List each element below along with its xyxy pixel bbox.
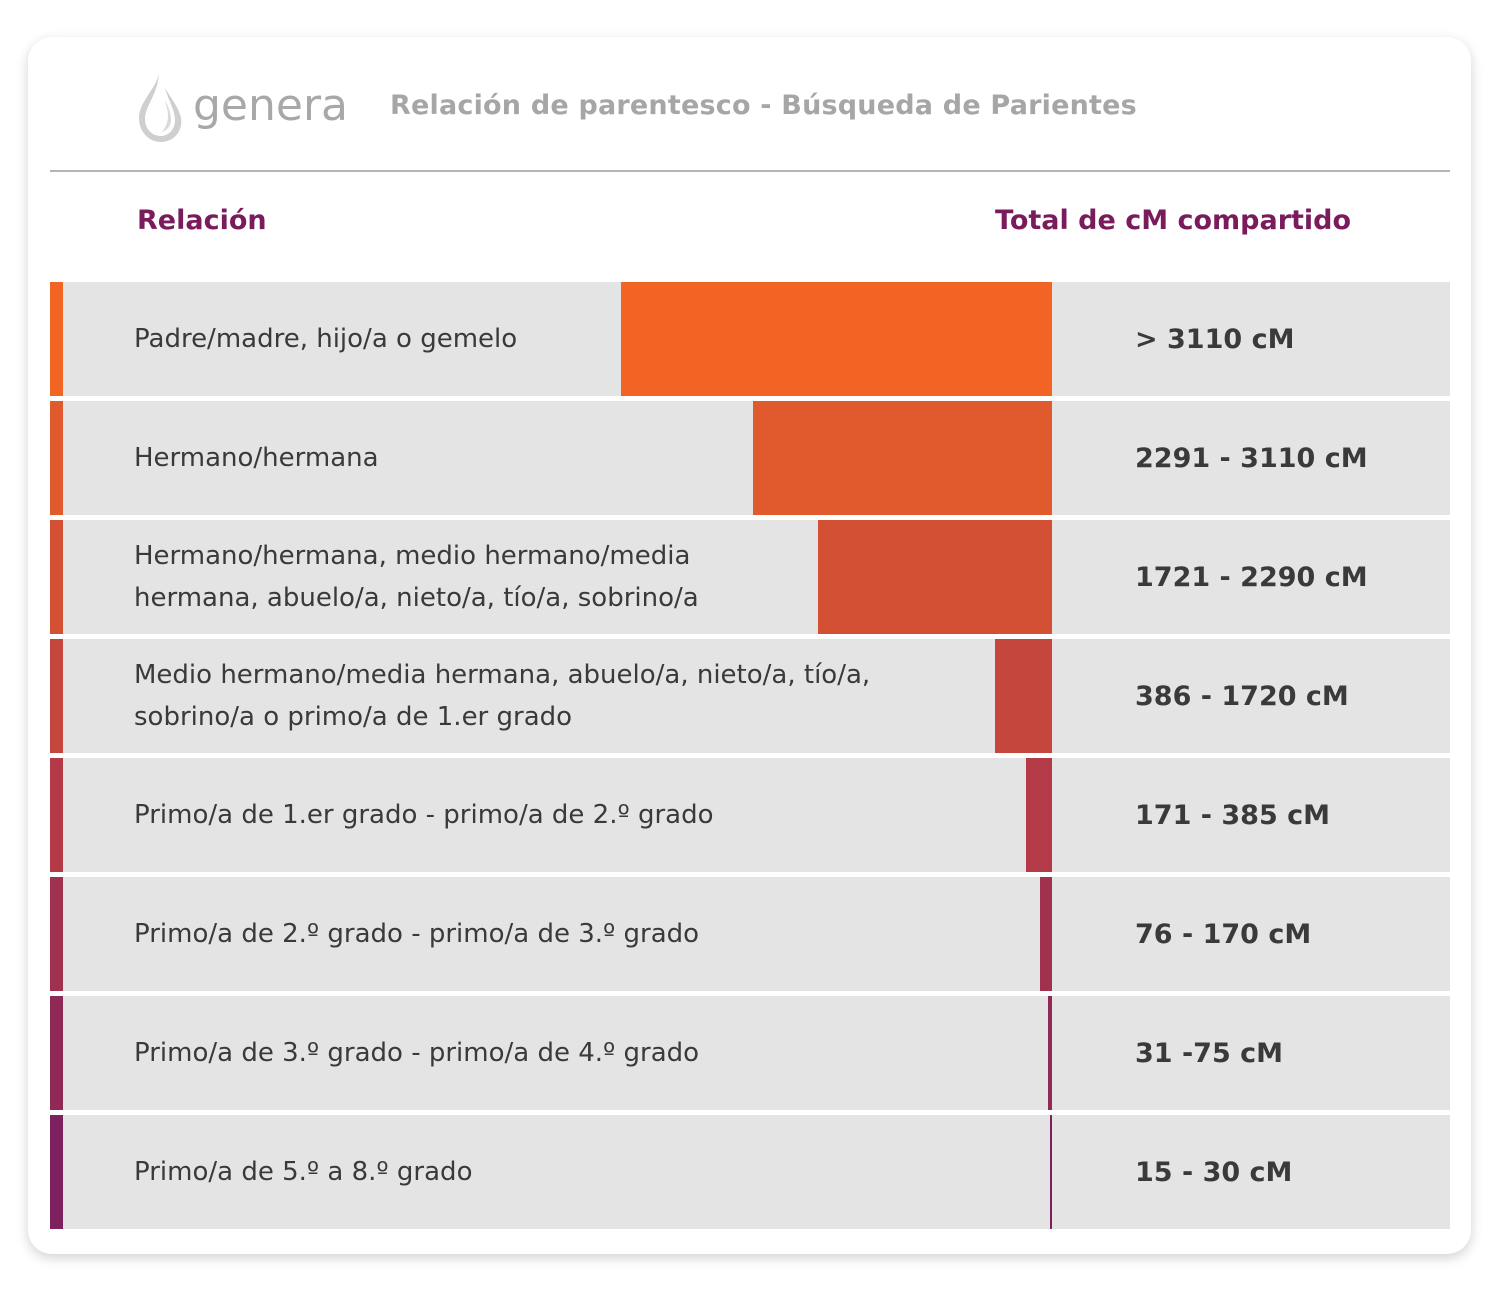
row-color-strip — [50, 520, 63, 634]
table-row: Primo/a de 5.º a 8.º grado 15 - 30 cM — [50, 1115, 1450, 1229]
cm-bar — [753, 401, 1052, 515]
row-color-strip — [50, 639, 63, 753]
row-color-strip — [50, 282, 63, 396]
cm-value: 15 - 30 cM — [1135, 1156, 1293, 1188]
table-row: Hermano/hermana 2291 - 3110 cM — [50, 401, 1450, 515]
table-row: Hermano/hermana, medio hermano/media her… — [50, 520, 1450, 634]
cm-bar — [1040, 877, 1052, 991]
relationship-table: Padre/madre, hijo/a o gemelo > 3110 cM Her… — [50, 282, 1450, 1234]
cm-value: 171 - 385 cM — [1135, 799, 1330, 831]
cm-value: > 3110 cM — [1135, 323, 1295, 355]
table-row: Primo/a de 1.er grado - primo/a de 2.º g… — [50, 758, 1450, 872]
cm-bar — [621, 282, 1052, 396]
cm-bar — [818, 520, 1052, 634]
logo-text: genera — [193, 79, 349, 131]
cm-bar — [995, 639, 1052, 753]
page-title: Relación de parentesco - Búsqueda de Par… — [390, 89, 1137, 121]
relation-label: Primo/a de 2.º grado - primo/a de 3.º gr… — [134, 919, 700, 949]
header: genera Relación de parentesco - Búsqueda… — [135, 68, 1137, 148]
cm-bar — [1050, 1115, 1052, 1229]
table-row: Primo/a de 3.º grado - primo/a de 4.º gr… — [50, 996, 1450, 1110]
cm-value: 76 - 170 cM — [1135, 918, 1312, 950]
table-row: Primo/a de 2.º grado - primo/a de 3.º gr… — [50, 877, 1450, 991]
row-color-strip — [50, 996, 63, 1110]
column-header-total: Total de cM compartido — [995, 205, 1352, 236]
relation-label: Primo/a de 3.º grado - primo/a de 4.º gr… — [134, 1038, 700, 1068]
header-divider — [50, 170, 1450, 172]
cm-value: 2291 - 3110 cM — [1135, 442, 1368, 474]
cm-value: 386 - 1720 cM — [1135, 680, 1349, 712]
row-color-strip — [50, 401, 63, 515]
cm-bar — [1048, 996, 1052, 1110]
relation-label: Medio hermano/media hermana, abuelo/a, n… — [134, 660, 871, 732]
row-color-strip — [50, 877, 63, 991]
relation-label: Hermano/hermana, medio hermano/media her… — [134, 541, 699, 613]
cm-bar — [1026, 758, 1052, 872]
cm-value: 1721 - 2290 cM — [1135, 561, 1368, 593]
droplet-icon — [135, 72, 185, 144]
cm-value: 31 -75 cM — [1135, 1037, 1284, 1069]
relation-label: Padre/madre, hijo/a o gemelo — [134, 324, 518, 354]
column-header-relation: Relación — [137, 205, 267, 236]
table-row: Medio hermano/media hermana, abuelo/a, n… — [50, 639, 1450, 753]
relation-label: Hermano/hermana — [134, 443, 379, 473]
relation-label: Primo/a de 1.er grado - primo/a de 2.º g… — [134, 800, 714, 830]
relation-label: Primo/a de 5.º a 8.º grado — [134, 1157, 473, 1187]
logo: genera — [135, 72, 348, 144]
row-color-strip — [50, 758, 63, 872]
row-color-strip — [50, 1115, 63, 1229]
table-row: Padre/madre, hijo/a o gemelo > 3110 cM — [50, 282, 1450, 396]
